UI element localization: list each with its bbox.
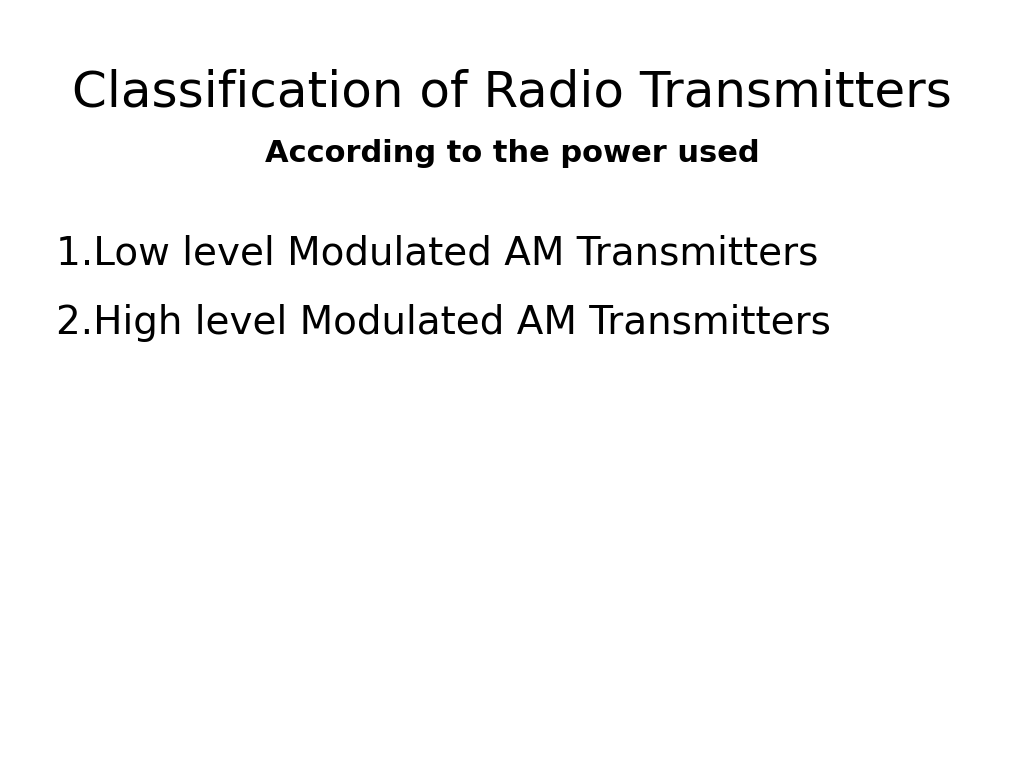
Text: According to the power used: According to the power used (264, 139, 760, 168)
Text: Classification of Radio Transmitters: Classification of Radio Transmitters (72, 68, 952, 116)
Text: 2.High level Modulated AM Transmitters: 2.High level Modulated AM Transmitters (56, 303, 831, 342)
Text: 1.Low level Modulated AM Transmitters: 1.Low level Modulated AM Transmitters (56, 234, 819, 273)
